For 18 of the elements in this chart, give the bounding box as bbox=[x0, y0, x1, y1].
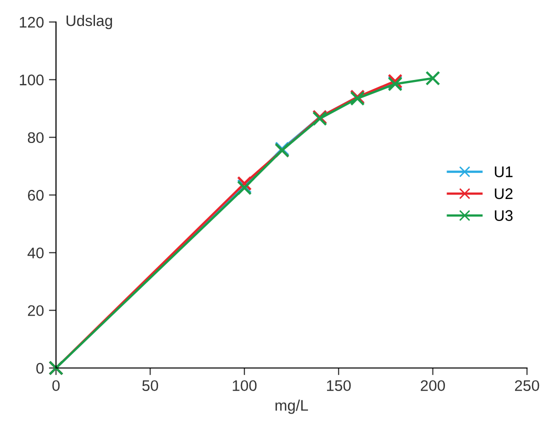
y-tick-label: 0 bbox=[36, 362, 44, 374]
y-tick-label: 60 bbox=[28, 190, 44, 201]
y-tick-label: 80 bbox=[28, 132, 44, 144]
x-tick-label: 150 bbox=[327, 380, 351, 392]
y-tick-label: 40 bbox=[28, 248, 44, 258]
x-axis-title: mg/L bbox=[276, 400, 308, 414]
legend-label: U3 bbox=[494, 210, 513, 221]
y-axis-title: Udslag bbox=[66, 14, 112, 30]
y-tick-label: 20 bbox=[28, 305, 44, 316]
legend-label: U2 bbox=[494, 188, 512, 200]
x-tick-label: 200 bbox=[420, 380, 445, 392]
y-tick-label: 120 bbox=[20, 16, 44, 28]
x-tick-label: 100 bbox=[232, 380, 257, 392]
legend-label: U1 bbox=[494, 166, 513, 178]
x-tick-label: 250 bbox=[515, 380, 540, 392]
y-tick-label: 100 bbox=[20, 74, 44, 86]
x-tick-label: 50 bbox=[142, 380, 158, 392]
x-tick-label: 0 bbox=[52, 380, 60, 392]
